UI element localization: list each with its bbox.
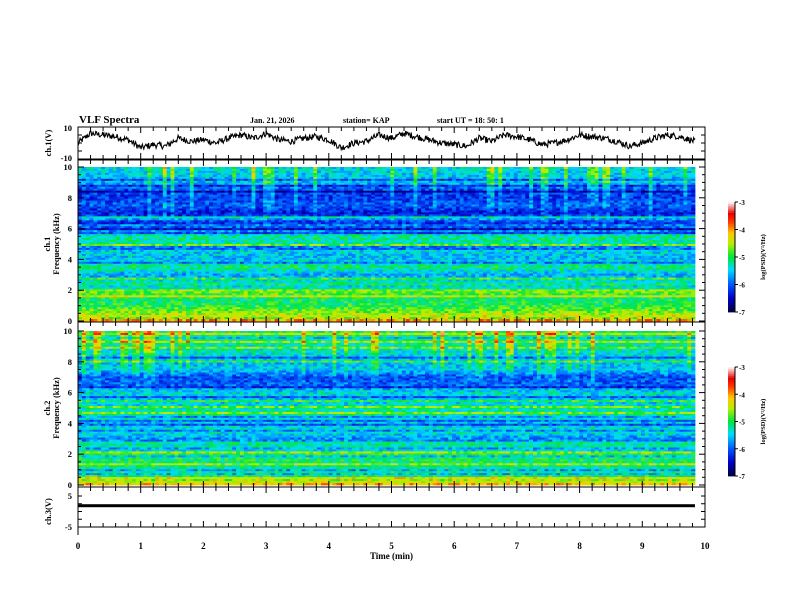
start-ut-label: start UT = 18: 50: 1 [437,116,504,125]
date-label: Jan. 21, 2026 [250,116,294,125]
y-tick-label: 10 [64,123,73,133]
spectrogram-cells [78,167,695,321]
y-axis-label: ch.1(V) [43,129,53,156]
station-label: station= KAP [343,116,390,125]
figure-title: VLF Spectra [79,114,140,126]
ch1-trace [78,131,695,150]
